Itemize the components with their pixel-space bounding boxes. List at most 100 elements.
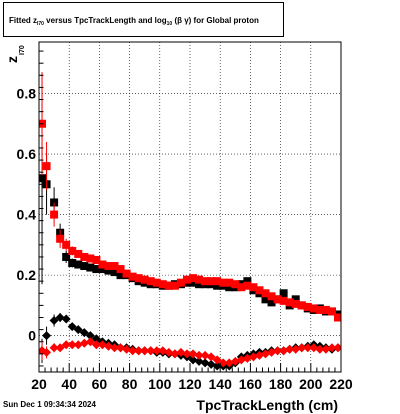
data-point-diamond [254,350,264,360]
data-point-diamond [212,355,222,365]
data-point-square [321,305,330,314]
axis-ticks [38,50,342,372]
data-point-square [68,259,77,268]
data-point-diamond [152,346,162,356]
y-tick-label: 0.8 [17,85,37,101]
x-tick-label: 220 [329,376,353,392]
data-point-square [195,275,204,284]
data-point-diamond [91,334,101,344]
x-tick-label: 160 [239,376,263,392]
data-point-square [309,304,318,313]
data-point-square [279,296,288,305]
data-point-square [110,262,119,271]
x-tick-label: 20 [31,376,47,392]
data-point-square [291,299,300,308]
data-point-square [110,268,119,277]
data-point-diamond [42,331,52,341]
data-point-diamond [291,344,301,354]
data-point-square [104,266,113,275]
data-point-square [92,255,101,264]
x-tick-label: 40 [61,376,77,392]
data-point-square [116,271,125,280]
data-point-square [116,265,125,274]
data-point-square [273,295,282,304]
data-point-diamond [303,343,313,353]
x-tick-label: 80 [122,376,138,392]
data-point-square [201,277,210,286]
data-point-diamond [297,343,307,353]
y-axis-title-subscript: I70 [19,45,26,55]
x-tick-label: 60 [92,376,108,392]
x-tick-label: 180 [269,376,293,392]
data-point-diamond [97,340,107,350]
data-point-square [285,298,294,307]
data-point-diamond [236,355,246,365]
data-point-diamond [188,349,198,359]
y-axis-title: z I70 [4,45,26,63]
data-point-diamond [212,361,222,371]
data-point-diamond [61,314,71,324]
data-point-diamond [170,349,180,359]
series-2 [39,72,341,322]
data-point-diamond [309,343,319,353]
data-point-diamond [42,347,52,357]
data-point-square [327,307,336,316]
data-point-diamond [85,337,95,347]
data-point-square [225,283,234,292]
data-point-diamond [158,346,168,356]
data-point-square [122,269,131,278]
data-point-square [219,278,228,287]
data-point-diamond [194,350,204,360]
y-axis-title-main: z [4,56,20,63]
data-point-square [315,305,324,314]
data-point-diamond [103,341,113,351]
title-subscript-2: 10 [166,21,173,27]
data-point-square [86,254,95,263]
series-clip-group [39,72,341,371]
data-point-square [74,260,83,269]
data-point-square [189,278,198,287]
data-point-diamond [279,346,289,356]
data-point-diamond [67,340,77,350]
data-point-diamond [327,343,337,353]
y-tick-label: 0.2 [17,267,37,283]
data-point-square [333,313,341,322]
data-point-diamond [128,346,138,356]
data-point-diamond [273,346,283,356]
data-point-square [213,277,222,286]
data-point-square [182,275,191,284]
grid-lines [39,42,341,372]
data-point-square [140,275,149,284]
data-point-diamond [122,344,132,354]
data-point-square [303,302,312,311]
title-part-2: versus TpcTrackLength and log [43,16,167,25]
data-point-square [170,281,179,290]
x-axis-title: TpcTrackLength (cm) [196,397,338,413]
data-point-diamond [321,344,331,354]
title-part-1: Fitted z [9,16,37,25]
data-point-square [176,278,185,287]
data-point-diamond [67,322,77,332]
data-point-diamond [146,346,156,356]
data-point-diamond [164,347,174,357]
data-point-square [80,262,89,271]
data-point-square [39,174,47,183]
data-point-diamond [230,356,240,366]
data-point-diamond [39,346,47,356]
data-point-diamond [61,340,71,350]
data-point-diamond [333,343,341,353]
data-point-diamond [224,358,234,368]
series-4 [39,337,341,368]
data-point-square [213,281,222,290]
y-tick-label: 0.6 [17,146,37,162]
data-point-diamond [315,344,325,354]
data-point-square [297,301,306,310]
data-point-square [255,286,264,295]
data-point-square [62,252,71,261]
data-point-diamond [134,346,144,356]
data-point-diamond [49,316,59,326]
data-point-square [146,277,155,286]
data-point-square [261,289,270,298]
data-point-square [261,295,270,304]
